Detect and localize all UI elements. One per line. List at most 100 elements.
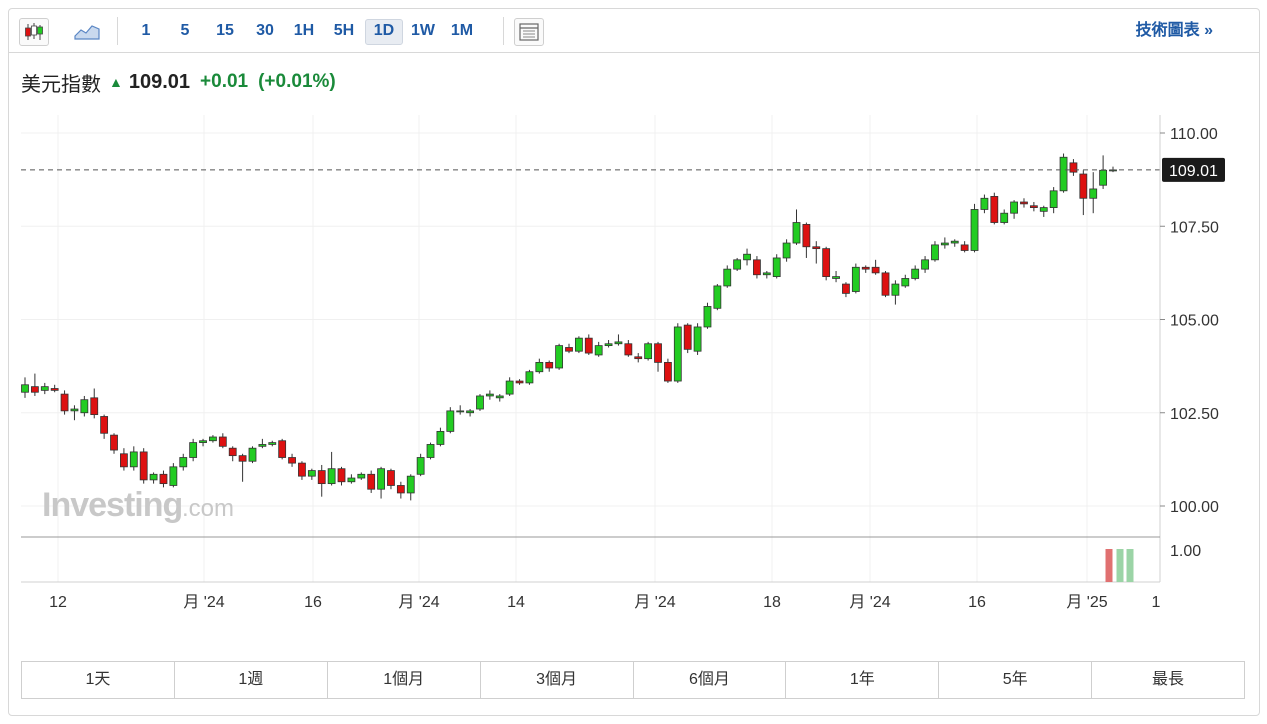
interval-30[interactable]: 30 bbox=[256, 22, 274, 39]
y-tick-label-1: 107.50 bbox=[1170, 219, 1219, 236]
period-tab-6[interactable]: 5年 bbox=[939, 662, 1093, 698]
candle-body-48 bbox=[495, 395, 504, 399]
layout-settings-icon[interactable] bbox=[514, 18, 544, 46]
candle-body-100 bbox=[1010, 201, 1018, 214]
period-tab-1[interactable]: 1週 bbox=[175, 662, 328, 698]
candle-body-43 bbox=[446, 410, 455, 432]
candle-body-52 bbox=[535, 361, 544, 373]
period-tab-7[interactable]: 最長 bbox=[1152, 671, 1185, 688]
candle-body-29 bbox=[307, 470, 316, 477]
period-tab-5[interactable]: 1年 bbox=[786, 662, 940, 698]
x-tick-label-10: 1 bbox=[1152, 594, 1161, 611]
candle-body-26 bbox=[278, 440, 287, 458]
candle-body-50 bbox=[515, 380, 524, 384]
candle-body-92 bbox=[931, 244, 939, 261]
interval-1w[interactable]: 1W bbox=[411, 22, 435, 39]
x-tick-label-9: 月 '25 bbox=[1066, 594, 1107, 611]
x-tick-label-2: 16 bbox=[304, 594, 322, 611]
candle-body-44 bbox=[456, 410, 465, 413]
period-tab-2[interactable]: 1個月 bbox=[328, 662, 481, 698]
candle-body-86 bbox=[871, 266, 880, 274]
candlestick-chart-icon[interactable] bbox=[19, 18, 49, 46]
candle-body-24 bbox=[258, 444, 267, 447]
interval-5h[interactable]: 5H bbox=[333, 22, 355, 39]
interval-1m[interactable]: 1M bbox=[450, 22, 474, 39]
y-tick-label-0: 110.00 bbox=[1170, 126, 1218, 143]
candle-body-73 bbox=[743, 253, 751, 261]
candle-body-23 bbox=[248, 447, 257, 462]
candle-body-78 bbox=[792, 222, 801, 244]
candle-body-58 bbox=[594, 345, 603, 356]
candle-body-0 bbox=[21, 384, 29, 393]
price-change-percent: (+0.01%) bbox=[258, 71, 336, 92]
candle-body-7 bbox=[90, 397, 99, 416]
candle-body-101 bbox=[1020, 201, 1028, 205]
candle-body-66 bbox=[673, 326, 682, 382]
period-tab-4[interactable]: 6個月 bbox=[634, 662, 787, 698]
interval-5[interactable]: 5 bbox=[180, 22, 190, 39]
volume-bar-2 bbox=[1126, 549, 1134, 582]
candle-body-49 bbox=[505, 380, 514, 395]
interval-1h[interactable]: 1H bbox=[293, 22, 315, 39]
candle-body-15 bbox=[169, 466, 178, 486]
price-change: +0.01 bbox=[200, 71, 249, 92]
candle-body-18 bbox=[199, 440, 207, 443]
candle-body-87 bbox=[881, 272, 890, 296]
candle-body-3 bbox=[50, 388, 59, 391]
technical-chart-link[interactable]: 技術圖表 » bbox=[1135, 22, 1213, 39]
candle-body-5 bbox=[70, 408, 79, 412]
period-tab-0[interactable]: 1天 bbox=[22, 662, 175, 698]
candle-body-22 bbox=[238, 455, 247, 462]
x-tick-label-8: 16 bbox=[968, 594, 986, 611]
candle-body-59 bbox=[604, 343, 613, 347]
candle-body-103 bbox=[1039, 207, 1048, 212]
candle-body-56 bbox=[574, 337, 583, 352]
volume-bar-0 bbox=[1105, 549, 1113, 582]
candle-body-33 bbox=[347, 477, 356, 483]
candle-body-1 bbox=[30, 386, 39, 393]
candle-body-94 bbox=[950, 240, 959, 244]
candle-body-62 bbox=[634, 356, 643, 360]
candle-body-11 bbox=[129, 451, 138, 468]
interval-1d[interactable]: 1D bbox=[365, 19, 403, 45]
candle-body-91 bbox=[921, 259, 929, 270]
candle-body-20 bbox=[218, 436, 227, 447]
candle-body-98 bbox=[990, 196, 999, 223]
candle-body-40 bbox=[416, 457, 425, 475]
x-tick-label-7: 月 '24 bbox=[849, 594, 890, 611]
candle-body-88 bbox=[891, 283, 900, 296]
interval-1[interactable]: 1 bbox=[141, 22, 151, 39]
candle-body-28 bbox=[298, 462, 306, 477]
candle-body-71 bbox=[723, 268, 732, 287]
candle-body-19 bbox=[209, 436, 217, 442]
candle-body-72 bbox=[733, 259, 742, 270]
volume-axis-label: 1.00 bbox=[1170, 543, 1201, 560]
candle-body-32 bbox=[337, 468, 346, 483]
candle-body-105 bbox=[1059, 156, 1068, 192]
x-tick-label-5: 月 '24 bbox=[634, 594, 675, 611]
candle-body-54 bbox=[555, 345, 564, 369]
x-tick-label-0: 12 bbox=[49, 594, 67, 611]
x-tick-label-4: 14 bbox=[507, 594, 525, 611]
candle-body-81 bbox=[822, 248, 831, 278]
period-tab-3[interactable]: 3個月 bbox=[481, 662, 634, 698]
candle-body-83 bbox=[842, 283, 850, 294]
y-tick-label-3: 102.50 bbox=[1170, 406, 1219, 423]
candle-body-89 bbox=[901, 278, 910, 287]
candle-body-34 bbox=[357, 473, 366, 479]
candle-body-90 bbox=[911, 268, 920, 279]
candle-body-38 bbox=[396, 485, 405, 494]
candle-body-60 bbox=[614, 341, 623, 345]
last-price-label: 109.01 bbox=[1169, 163, 1218, 180]
chart-widget: 1 5 15 30 1H 5H 1D 1W 1M 技術圖表 » 美元指數 ▲ 109.01 +0… bbox=[8, 8, 1260, 716]
last-price-label-bg bbox=[1162, 157, 1225, 182]
period-selector: 1天 1週 1個月 3個月 6個月 1年 5年 最長 bbox=[21, 661, 1245, 699]
candle-body-36 bbox=[377, 468, 385, 490]
watermark-brand: Investing bbox=[42, 486, 182, 524]
candle-body-104 bbox=[1049, 190, 1058, 209]
candle-body-37 bbox=[387, 470, 395, 486]
interval-15[interactable]: 15 bbox=[216, 22, 234, 39]
candle-body-6 bbox=[80, 399, 89, 414]
area-chart-icon[interactable] bbox=[73, 18, 101, 44]
